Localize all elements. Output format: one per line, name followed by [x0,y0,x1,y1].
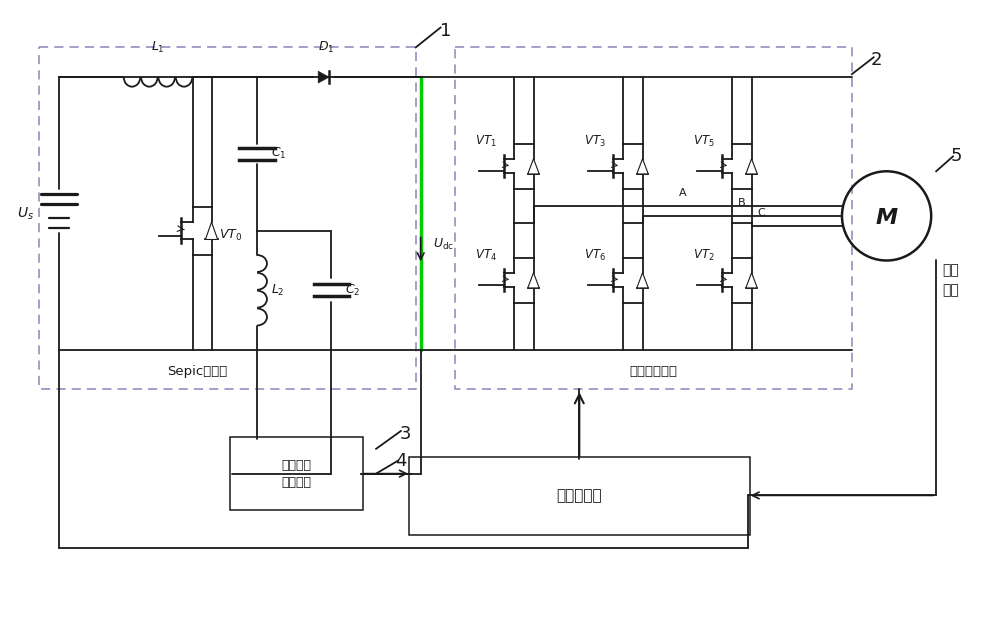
Text: Sepic变换器: Sepic变换器 [168,365,228,378]
Text: B: B [738,198,746,208]
Text: $U_s$: $U_s$ [17,205,34,222]
Polygon shape [318,71,329,83]
Text: 4: 4 [395,452,407,470]
Text: $VT_3$: $VT_3$ [584,134,606,149]
Text: C: C [758,208,765,218]
Text: $U_{\mathrm{dc}}$: $U_{\mathrm{dc}}$ [433,237,454,252]
Text: $VT_2$: $VT_2$ [693,248,715,263]
Text: $VT_4$: $VT_4$ [475,248,497,263]
Text: $VT_6$: $VT_6$ [584,248,606,263]
Text: 电压型逆变器: 电压型逆变器 [630,365,678,378]
Text: $VT_5$: $VT_5$ [693,134,715,149]
Text: $VT_0$: $VT_0$ [219,228,243,243]
Polygon shape [528,273,539,288]
FancyBboxPatch shape [230,437,363,510]
Text: A: A [678,188,686,198]
Text: $C_2$: $C_2$ [345,283,361,298]
Text: 5: 5 [950,148,962,165]
Polygon shape [528,158,539,174]
Text: $L_2$: $L_2$ [271,283,285,298]
Text: 3: 3 [400,425,412,443]
Polygon shape [205,222,218,240]
Text: 2: 2 [871,51,882,69]
FancyBboxPatch shape [409,456,750,535]
Text: $VT_1$: $VT_1$ [475,134,497,149]
Text: M: M [876,208,898,228]
Text: $L_1$: $L_1$ [151,40,165,55]
Text: $C_1$: $C_1$ [271,146,286,162]
Polygon shape [746,273,757,288]
Polygon shape [746,158,757,174]
Polygon shape [637,158,648,174]
Polygon shape [637,273,648,288]
Text: 直流电压
采样模块: 直流电压 采样模块 [282,458,312,489]
Text: 1: 1 [440,22,451,39]
Text: 霍尔
信号: 霍尔 信号 [943,264,959,297]
Text: $D_1$: $D_1$ [318,40,335,55]
Text: 电机控制器: 电机控制器 [556,488,602,503]
